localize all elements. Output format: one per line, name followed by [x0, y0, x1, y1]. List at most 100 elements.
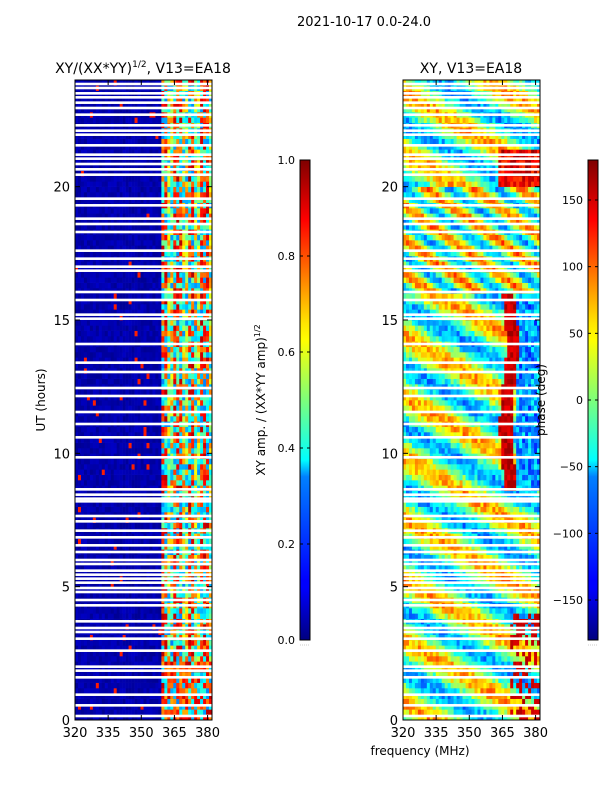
heatmap-cell	[113, 501, 117, 507]
heatmap-cell	[122, 192, 126, 198]
heatmap-cell	[110, 693, 115, 699]
heatmap-cell	[170, 656, 174, 662]
heatmap-cell	[206, 608, 210, 614]
heatmap-cell	[98, 522, 103, 529]
heatmap-cell	[107, 432, 112, 438]
heatmap-cell	[188, 677, 192, 683]
heatmap-cell	[170, 592, 174, 598]
heatmap-cell	[170, 197, 174, 203]
heatmap-cell	[194, 469, 198, 475]
heatmap-cell	[80, 181, 85, 187]
heatmap-cell	[137, 656, 141, 662]
heatmap-cell	[167, 661, 171, 667]
heatmap-cell	[95, 480, 100, 486]
heatmap-cell	[113, 693, 117, 699]
heatmap-cell	[77, 608, 82, 614]
heatmap-cell	[173, 304, 177, 310]
heatmap-cell	[158, 250, 162, 257]
heatmap-cell	[146, 656, 150, 662]
heatmap-cell	[104, 650, 109, 657]
heatmap-cell	[167, 378, 171, 385]
heatmap-cell	[173, 378, 177, 385]
heatmap-cell	[143, 400, 147, 406]
heatmap-cell	[197, 709, 201, 715]
heatmap-cell	[143, 688, 147, 694]
heatmap-cell	[203, 234, 207, 241]
heatmap-cell	[140, 592, 144, 598]
heatmap-cell	[194, 506, 198, 513]
heatmap-cell	[86, 586, 91, 593]
heatmap-cell	[203, 298, 207, 305]
heatmap-cell	[104, 325, 109, 331]
heatmap-cell	[95, 293, 100, 299]
heatmap-cell	[194, 352, 198, 358]
heatmap-cell	[110, 565, 115, 571]
heatmap-cell	[75, 389, 79, 395]
heatmap-cell	[86, 608, 91, 614]
heatmap-cell	[146, 709, 150, 715]
heatmap-cell	[197, 197, 201, 203]
heatmap-cell	[107, 261, 112, 267]
heatmap-cell	[137, 224, 141, 230]
heatmap-cell	[149, 592, 153, 598]
heatmap-cell	[200, 357, 204, 363]
heatmap-cell	[164, 522, 168, 529]
heatmap-cell	[176, 389, 180, 395]
heatmap-cell	[77, 437, 82, 443]
heatmap-cell	[152, 698, 156, 705]
heatmap-cell	[134, 362, 138, 369]
heatmap-cell	[122, 346, 126, 353]
heatmap-cell	[113, 144, 117, 150]
heatmap-cell	[86, 544, 91, 550]
heatmap-cell	[185, 261, 189, 267]
heatmap-cell	[182, 277, 186, 283]
heatmap-cell	[75, 469, 79, 475]
heatmap-cell	[89, 656, 94, 662]
heatmap-cell	[83, 693, 88, 699]
heatmap-cell	[86, 416, 91, 422]
heatmap-cell	[194, 677, 198, 683]
heatmap-cell	[191, 336, 195, 342]
heatmap-cell	[179, 469, 183, 475]
heatmap-cell	[131, 506, 135, 513]
heatmap-cell	[182, 554, 186, 561]
heatmap-cell	[134, 640, 138, 646]
heatmap-cell	[164, 213, 168, 219]
heatmap-cell	[206, 661, 210, 667]
heatmap-cell	[128, 698, 132, 705]
heatmap-cell	[143, 378, 147, 385]
heatmap-cell	[182, 474, 186, 481]
heatmap-cell	[191, 176, 195, 182]
heatmap-cell	[128, 245, 132, 251]
heatmap-cell	[155, 272, 159, 278]
heatmap-cell	[149, 522, 153, 529]
heatmap-cell	[152, 650, 156, 657]
heatmap-cell	[98, 704, 103, 710]
heatmap-cell	[140, 650, 144, 657]
heatmap-cell	[122, 261, 126, 267]
heatmap-cell	[119, 282, 123, 289]
heatmap-cell	[107, 373, 112, 379]
heatmap-cell	[155, 394, 159, 401]
heatmap-cell	[173, 144, 177, 150]
heatmap-cell	[185, 293, 189, 299]
heatmap-cell	[185, 432, 189, 438]
heatmap-cell	[104, 426, 109, 433]
heatmap-cell	[116, 437, 120, 443]
heatmap-cell	[185, 357, 189, 363]
heatmap-cell	[140, 186, 144, 193]
heatmap-cell	[125, 688, 129, 694]
heatmap-cell	[188, 389, 192, 395]
heatmap-cell	[209, 378, 212, 385]
heatmap-cell	[188, 501, 192, 507]
heatmap-cell	[176, 426, 180, 433]
heatmap-cell	[203, 240, 207, 246]
heatmap-cell	[164, 554, 168, 561]
heatmap-cell	[176, 304, 180, 310]
heatmap-cell	[200, 378, 204, 385]
heatmap-cell	[158, 592, 162, 598]
heatmap-cell	[170, 714, 174, 720]
heatmap-cell	[140, 682, 144, 689]
heatmap-cell	[128, 442, 132, 449]
heatmap-cell	[185, 672, 189, 678]
